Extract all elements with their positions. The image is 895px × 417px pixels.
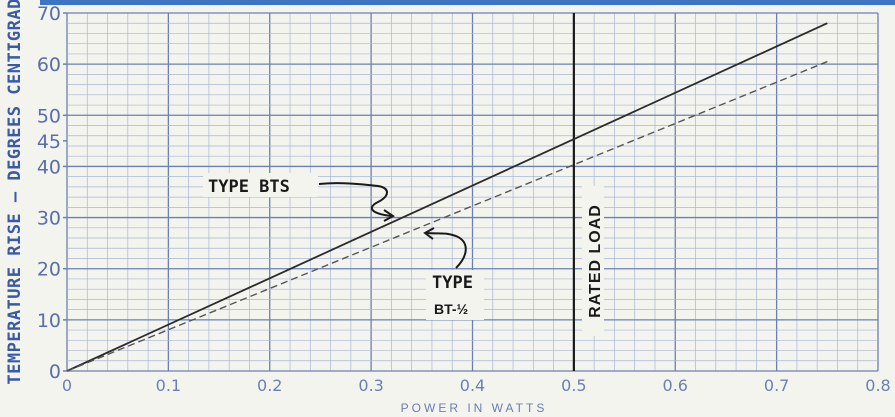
bts-pointer-arrow [318, 182, 393, 217]
y-tick-label: 70 [37, 3, 61, 25]
y-tick-label: 30 [37, 208, 61, 230]
y-tick-label: 10 [37, 310, 61, 332]
bt-label-bg [426, 270, 484, 320]
series-lines [66, 22, 828, 372]
y-axis-label: TEMPERATURE RISE — DEGREES CENTIGRADE [5, 0, 25, 385]
y-tick-label: 20 [37, 259, 61, 281]
bt-pointer-arrow [425, 232, 467, 269]
top-band [40, 0, 895, 5]
y-tick-label: 50 [37, 105, 61, 127]
series-line-type-bts [66, 22, 828, 372]
x-tick-label: 0.4 [460, 376, 485, 395]
x-tick-label: 0.5 [561, 376, 586, 395]
bts-label-bg [203, 173, 318, 197]
x-tick-label: 0.8 [865, 376, 890, 395]
tick-labels: 0 0.1 0.2 0.3 0.4 0.5 0.6 0.7 0.8 0 10 20 30 40 45 50 60… [37, 3, 891, 395]
bt-annotation-line1: TYPE [432, 273, 473, 293]
x-axis-label: POWER IN WATTS [401, 401, 548, 415]
bt-arrowhead [423, 227, 435, 240]
x-tick-label: 0.6 [663, 376, 688, 395]
bts-annotation: TYPE BTS [208, 177, 290, 197]
x-tick-label: 0.1 [156, 376, 181, 395]
x-tick-label: 0.7 [764, 376, 789, 395]
y-tick-label: 0 [49, 361, 61, 383]
y-tick-label: 45 [37, 131, 61, 153]
y-tick-label: 60 [37, 54, 61, 76]
rated-load-label: RATED LOAD [587, 204, 604, 318]
bts-arrowhead [383, 209, 395, 222]
series-line-type-bt-half [66, 60, 828, 372]
x-tick-label: 0.2 [257, 376, 282, 395]
y-tick-label: 40 [37, 156, 61, 178]
x-tick-label: 0.3 [358, 376, 383, 395]
x-tick-label: 0 [62, 376, 72, 395]
rated-load-bg [582, 186, 604, 336]
bt-annotation-line2: BT-½ [434, 301, 469, 317]
